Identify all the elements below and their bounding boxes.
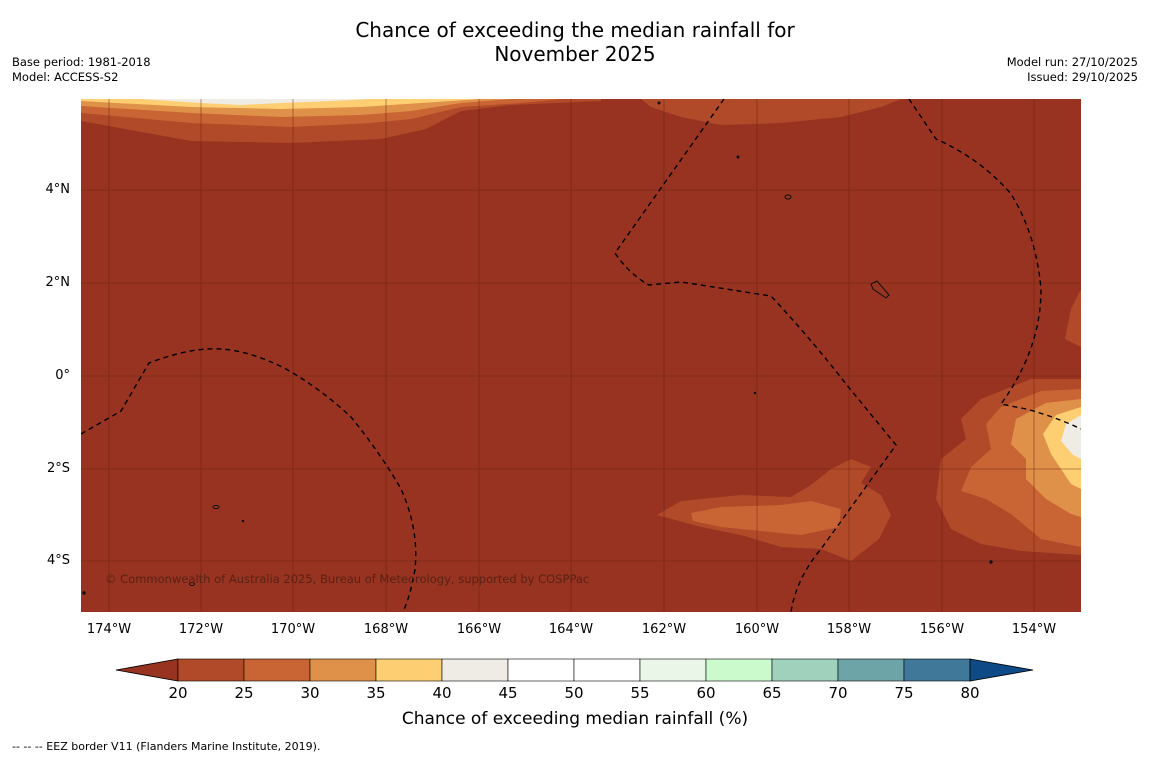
colorbar-bin-70-75 [837, 658, 905, 682]
issued-label: Issued: 29/10/2025 [1027, 70, 1138, 84]
lat-label-4s: 4°S [46, 553, 70, 568]
lon-label-172w: 172°W [178, 622, 224, 637]
island-3 [657, 101, 661, 105]
island-8 [82, 591, 86, 595]
island-jarvis [753, 391, 757, 395]
colorbar-tick-label: 70 [828, 684, 848, 702]
colorbar-bin-40-45 [441, 658, 509, 682]
eez-borders [81, 99, 1081, 612]
colorbar-under-arrow [115, 658, 179, 682]
colorbar-tick-label: 50 [564, 684, 584, 702]
map-canvas [81, 99, 1081, 612]
lon-label-154w: 154°W [1011, 622, 1057, 637]
colorbar-tick-label: 75 [894, 684, 914, 702]
island-kiritimati [870, 280, 890, 299]
map-area: © Commonwealth of Australia 2025, Bureau… [81, 99, 1081, 612]
contour-25-30-south [691, 501, 841, 535]
colorbar-title: Chance of exceeding median rainfall (%) [401, 709, 749, 729]
lat-label-2n: 2°N [45, 275, 71, 290]
colorbar-tick-label: 80 [960, 684, 980, 702]
base-field [81, 99, 1081, 612]
colorbar-tick-label: 65 [762, 684, 782, 702]
lon-label-174w: 174°W [86, 622, 132, 637]
lon-label-168w: 168°W [363, 622, 409, 637]
colorbar-bin-35-40 [375, 658, 443, 682]
contour-40-45-north [141, 99, 371, 105]
lon-label-166w: 166°W [456, 622, 502, 637]
eez-legend-note: -- -- -- EEZ border V11 (Flanders Marine… [12, 740, 321, 753]
colorbar-tick-label: 55 [630, 684, 650, 702]
colorbar-tick-label: 40 [432, 684, 452, 702]
island-4 [212, 505, 220, 509]
copyright-notice: © Commonwealth of Australia 2025, Bureau… [105, 572, 590, 586]
island-5 [241, 519, 245, 523]
run-info: Model run: 27/10/2025 Issued: 29/10/2025 [1007, 55, 1138, 85]
graticule [81, 99, 1081, 612]
colorbar-tick-label: 30 [300, 684, 320, 702]
island-2 [736, 155, 740, 159]
map-title-line2: November 2025 [494, 42, 656, 66]
lon-label-156w: 156°W [919, 622, 965, 637]
colorbar-bin-65-70 [771, 658, 839, 682]
eez-border-central [614, 99, 897, 612]
colorbar-bin-45-50 [507, 658, 575, 682]
island-1 [784, 194, 792, 200]
island-6 [189, 582, 195, 586]
model-info: Base period: 1981-2018 Model: ACCESS-S2 [12, 55, 151, 85]
model-run-label: Model run: 27/10/2025 [1006, 55, 1138, 69]
lon-label-162w: 162°W [641, 622, 687, 637]
colorbar-tick-label: 20 [168, 684, 188, 702]
contour-20-25-east-north [1065, 289, 1081, 347]
colorbar [115, 658, 1034, 682]
lon-label-170w: 170°W [270, 622, 316, 637]
islands [82, 101, 993, 595]
colorbar-bin-60-65 [705, 658, 773, 682]
lon-label-158w: 158°W [826, 622, 872, 637]
lat-label-0: 0° [55, 368, 70, 383]
colorbar-bin-30-35 [309, 658, 377, 682]
colorbar-bin-55-60 [639, 658, 707, 682]
colorbar-tick-label: 60 [696, 684, 716, 702]
colorbar-tick-label: 25 [234, 684, 254, 702]
eez-border-west [81, 348, 417, 612]
lat-label-2s: 2°S [46, 461, 70, 476]
colorbar-bin-50-55 [573, 658, 641, 682]
colorbar-tick-label: 35 [366, 684, 386, 702]
map-title: Chance of exceeding the median rainfall … [0, 18, 1150, 66]
model-label: Model: ACCESS-S2 [12, 70, 119, 84]
colorbar-bin-20-25 [177, 658, 245, 682]
colorbar-bin-25-30 [243, 658, 311, 682]
lon-label-164w: 164°W [548, 622, 594, 637]
colorbar-over-arrow [969, 658, 1034, 682]
lat-label-4n: 4°N [45, 182, 71, 197]
island-7 [989, 560, 993, 564]
contour-20-25-upper [641, 99, 901, 125]
lon-label-160w: 160°W [734, 622, 780, 637]
colorbar-bin-75-80 [903, 658, 971, 682]
map-title-line1: Chance of exceeding the median rainfall … [355, 18, 795, 42]
base-period-label: Base period: 1981-2018 [12, 55, 151, 69]
eez-border-east [908, 99, 1081, 430]
colorbar-tick-label: 45 [498, 684, 518, 702]
